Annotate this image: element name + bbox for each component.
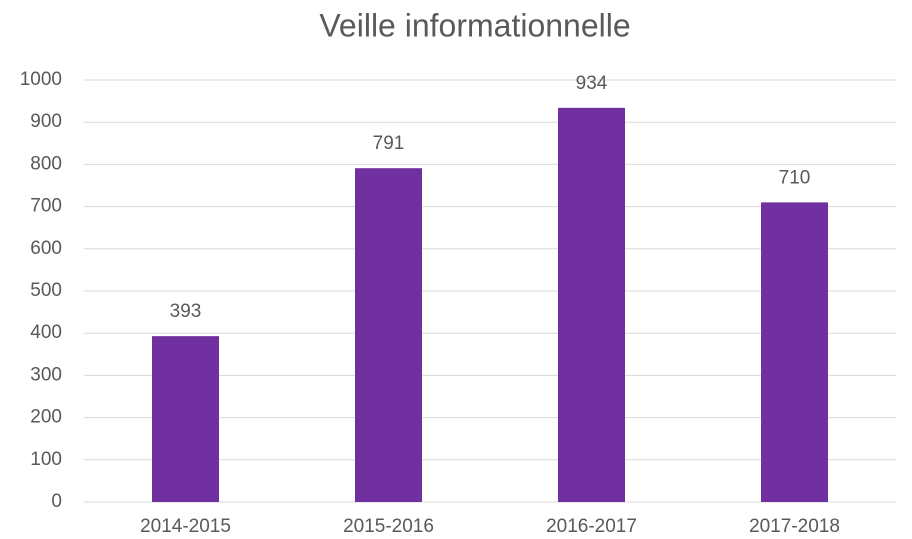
bar: [355, 168, 422, 502]
value-label: 393: [170, 301, 202, 322]
y-tick-label: 0: [51, 491, 62, 512]
y-tick-label: 400: [30, 322, 62, 343]
x-tick-label: 2016-2017: [546, 516, 637, 537]
y-tick-label: 1000: [20, 69, 62, 90]
y-tick-label: 800: [30, 153, 62, 174]
value-label: 791: [373, 133, 405, 154]
y-tick-label: 300: [30, 364, 62, 385]
y-tick-label: 500: [30, 280, 62, 301]
chart-title: Veille informationnelle: [319, 7, 630, 43]
x-tick-label: 2015-2016: [343, 516, 434, 537]
bar: [558, 107, 625, 503]
value-label: 934: [576, 73, 608, 94]
value-label: 710: [779, 167, 811, 188]
bar: [761, 202, 828, 502]
y-tick-label: 100: [30, 449, 62, 470]
y-tick-label: 700: [30, 196, 62, 217]
y-tick-label: 600: [30, 238, 62, 259]
x-tick-label: 2014-2015: [140, 516, 231, 537]
y-tick-label: 900: [30, 111, 62, 132]
bar: [152, 336, 219, 502]
y-tick-label: 200: [30, 407, 62, 428]
x-tick-label: 2017-2018: [749, 516, 840, 537]
